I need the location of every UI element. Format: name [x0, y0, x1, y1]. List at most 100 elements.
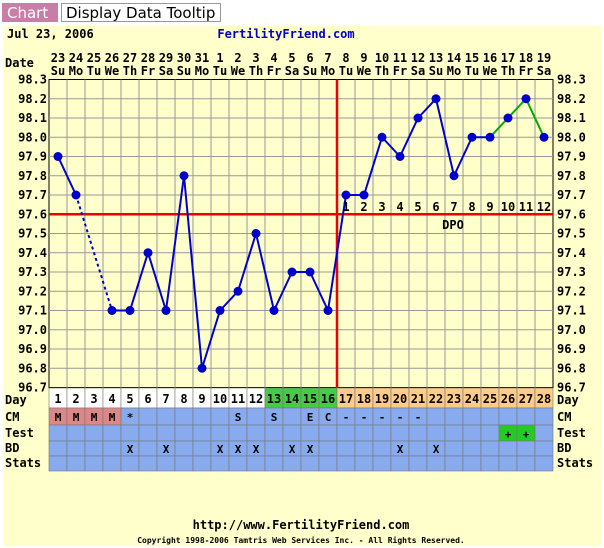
bd-cell [48, 440, 68, 457]
weekday-label: Mo [69, 64, 83, 78]
cm-mark: S [235, 411, 242, 424]
y-tick-label-left: 97.9 [18, 150, 47, 164]
weekday-label: Th [123, 64, 137, 78]
test-cell [534, 424, 554, 442]
bd-cell [480, 440, 500, 457]
cm-cell [192, 407, 212, 426]
cycle-day-label: 17 [339, 392, 353, 406]
cm-cell [426, 407, 446, 426]
temp-line [309, 271, 329, 311]
stats-cell [138, 455, 158, 472]
date-label: 16 [483, 51, 497, 65]
date-label: 19 [537, 51, 551, 65]
date-label: 4 [270, 51, 277, 65]
test-cell [228, 424, 248, 442]
bd-cell [462, 440, 482, 457]
y-tick-label-right: 96.7 [557, 381, 586, 395]
bd-cell [138, 440, 158, 457]
bd-mark: X [433, 443, 440, 456]
date-label: 27 [123, 51, 137, 65]
bd-cell [66, 440, 86, 457]
temp-line [183, 175, 203, 369]
stats-cell [336, 455, 356, 472]
bd-mark: X [253, 443, 260, 456]
bd-cell [408, 440, 428, 457]
temp-point [143, 248, 153, 258]
bd-mark: X [235, 443, 242, 456]
dpo-number: 12 [537, 200, 551, 214]
cm-mark: M [109, 411, 116, 424]
cycle-day-label: 22 [429, 392, 443, 406]
temp-point [107, 306, 117, 315]
test-mark: + [523, 428, 530, 441]
y-tick-label-right: 97.1 [557, 304, 586, 318]
weekday-label: Mo [447, 64, 461, 78]
date-label: 30 [177, 51, 191, 65]
cm-cell [498, 407, 518, 426]
temp-point [233, 286, 243, 296]
temp-point [251, 229, 261, 238]
test-cell [480, 424, 500, 442]
stats-cell [516, 455, 536, 472]
temp-line [363, 136, 383, 196]
weekday-label: We [357, 64, 371, 78]
weekday-label: We [231, 64, 245, 78]
chart-date: Jul 23, 2006 [7, 27, 94, 41]
bd-cell [498, 440, 518, 457]
cycle-day-label: 24 [465, 392, 479, 406]
y-tick-label-right: 98.1 [557, 111, 586, 125]
y-tick-label-left: 97.6 [18, 207, 47, 221]
dpo-number: 5 [414, 200, 421, 214]
cm-mark: E [307, 411, 314, 424]
temp-point [521, 94, 531, 104]
y-tick-label-right: 98.0 [557, 130, 586, 144]
weekday-label: Sa [537, 64, 551, 78]
cycle-day-label: 25 [483, 392, 497, 406]
y-tick-label-left: 98.1 [18, 111, 47, 125]
weekday-label: Sa [411, 64, 425, 78]
y-tick-label-right: 97.6 [557, 207, 586, 221]
cycle-day-label: 19 [375, 392, 389, 406]
date-label: 26 [105, 51, 119, 65]
temp-point [125, 306, 135, 315]
temp-point [269, 306, 279, 315]
temp-line [399, 117, 419, 157]
y-tick-label-right: 97.2 [557, 284, 586, 298]
bd-mark: X [163, 443, 170, 456]
stats-cell [264, 455, 284, 472]
date-label: 7 [324, 51, 331, 65]
test-cell [192, 424, 212, 442]
stats-cell [174, 455, 194, 472]
date-label: 1 [216, 51, 223, 65]
test-cell [66, 424, 86, 442]
cm-cell [156, 407, 176, 426]
date-label: 25 [87, 51, 101, 65]
test-cell [84, 424, 104, 442]
cm-cell [444, 407, 464, 426]
temp-point [503, 113, 513, 123]
test-cell [264, 424, 284, 442]
weekday-label: Sa [159, 64, 173, 78]
row-label-day: Day [5, 393, 27, 407]
date-label: 3 [252, 51, 259, 65]
date-label: 14 [447, 51, 461, 65]
cm-mark: M [73, 411, 80, 424]
date-label: 24 [69, 51, 83, 65]
bd-mark: X [217, 443, 224, 456]
weekday-label: Mo [195, 64, 209, 78]
weekday-label: Fr [267, 64, 281, 78]
row-label-test: Test [5, 426, 34, 440]
temp-line [165, 175, 185, 311]
temp-point [53, 152, 63, 161]
cycle-day-label: 4 [108, 392, 115, 406]
cm-mark: S [271, 411, 278, 424]
tab-display-data-tooltip[interactable]: Display Data Tooltip [61, 3, 221, 22]
test-cell [444, 424, 464, 442]
weekday-label: Su [51, 64, 65, 78]
tab-chart[interactable]: Chart [2, 3, 58, 22]
stats-cell [372, 455, 392, 472]
cm-mark: * [127, 411, 134, 424]
cycle-day-label: 8 [180, 392, 187, 406]
cycle-day-label: 10 [213, 392, 227, 406]
stats-cell [84, 455, 104, 472]
